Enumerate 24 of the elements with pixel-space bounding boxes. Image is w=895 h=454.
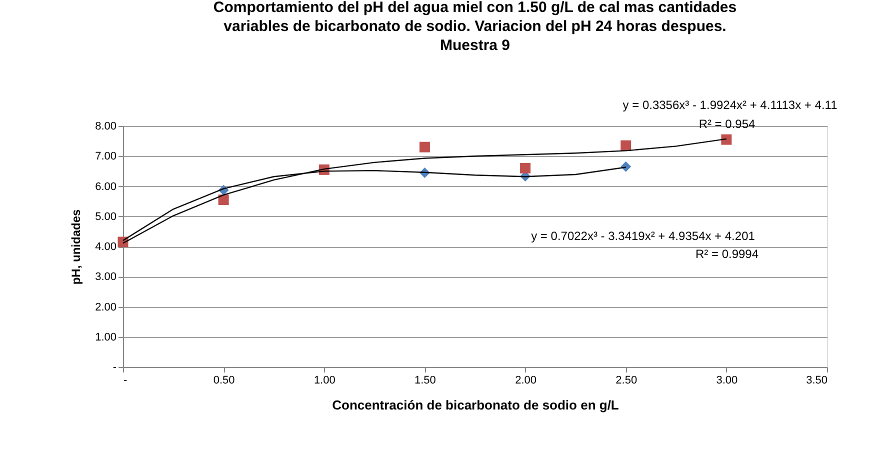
x-tick-label: -	[124, 374, 128, 386]
y-tick-label: 7.00	[95, 150, 116, 163]
y-tick-label: 1.00	[95, 331, 116, 344]
y-axis-title: pH, unidades	[69, 209, 84, 285]
x-tick-label: 1.00	[314, 374, 336, 386]
x-tick-label: 0.50	[213, 374, 235, 386]
y-tick-label: 6.00	[95, 180, 116, 193]
y-tick-label: 3.00	[95, 271, 116, 284]
y-tick-label: -	[112, 362, 117, 374]
annotation: R² = 0.954	[698, 117, 756, 131]
y-tick-label: 5.00	[95, 210, 116, 223]
chart-title: Comportamiento del pH del agua miel con 1.50 g/L de cal mas cantidades variables de bicarbonato de sodio. Variacion del pH 24 horas despues. Muestra 9	[213, 0, 737, 54]
x-tick-label: 1.50	[414, 374, 436, 386]
y-tick-label: 8.00	[95, 120, 116, 132]
text: y = 0.3356x³ - 1.9924x² + 4.1113x + 4.11	[622, 98, 838, 112]
annotation: R² = 0.9994	[695, 247, 759, 261]
x-axis-title: Concentración de bicarbonato de sodio en g/L	[332, 398, 619, 412]
y-tick-label: 2.00	[95, 301, 116, 314]
annotation: y = 0.7022x³ - 3.3419x² + 4.9354x + 4.201	[531, 229, 756, 243]
x-tick-label: 3.50	[806, 374, 828, 386]
x-tick-label: 3.00	[716, 374, 738, 386]
x-tick-label: 2.50	[616, 374, 638, 386]
x-tick-label: 2.00	[515, 374, 536, 386]
y-tick-label: 4.00	[95, 241, 116, 253]
